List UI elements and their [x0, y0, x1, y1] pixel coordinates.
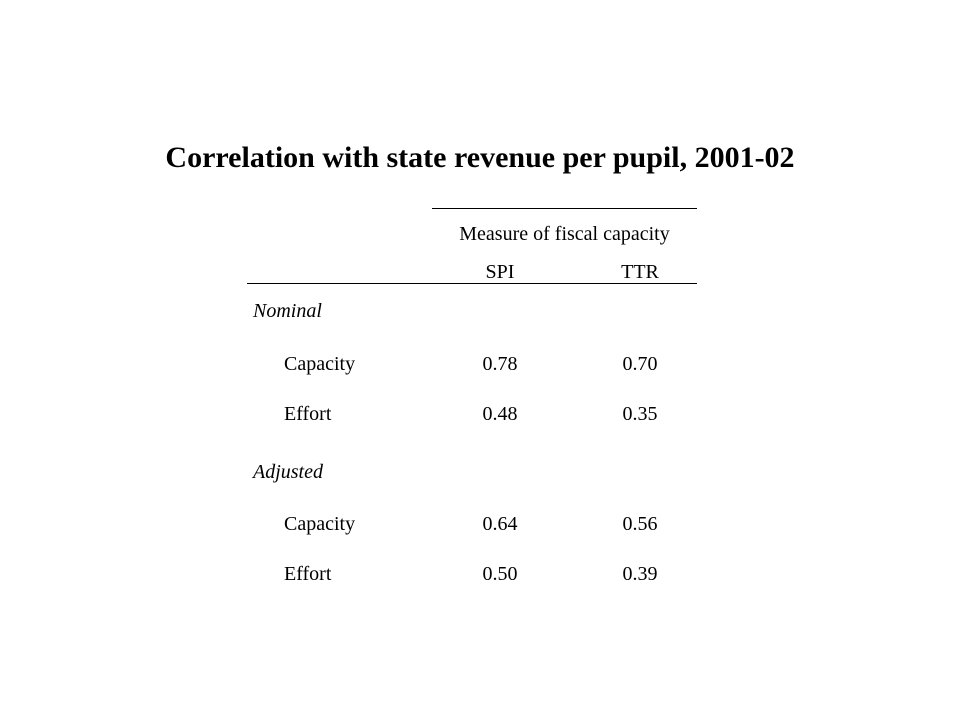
- row-label-adjusted-capacity: Capacity: [284, 513, 356, 535]
- value-nominal-effort-spi: 0.48: [482, 403, 518, 425]
- value-adjusted-capacity-ttr: 0.56: [622, 513, 658, 535]
- section-label-nominal: Nominal: [253, 300, 322, 322]
- row-label-adjusted-effort: Effort: [284, 563, 332, 585]
- header-top-rule: [432, 208, 697, 209]
- value-nominal-capacity-spi: 0.78: [482, 353, 518, 375]
- row-label-nominal-effort: Effort: [284, 403, 332, 425]
- value-adjusted-effort-ttr: 0.39: [622, 563, 658, 585]
- column-header-spi: SPI: [485, 261, 515, 283]
- value-adjusted-capacity-spi: 0.64: [482, 513, 518, 535]
- column-header-ttr: TTR: [621, 261, 659, 283]
- value-nominal-capacity-ttr: 0.70: [622, 353, 658, 375]
- section-label-adjusted: Adjusted: [253, 461, 323, 483]
- column-group-header: Measure of fiscal capacity: [459, 223, 670, 245]
- value-nominal-effort-ttr: 0.35: [622, 403, 658, 425]
- header-bottom-rule: [247, 283, 697, 284]
- row-label-nominal-capacity: Capacity: [284, 353, 356, 375]
- value-adjusted-effort-spi: 0.50: [482, 563, 518, 585]
- page-title: Correlation with state revenue per pupil…: [165, 141, 795, 174]
